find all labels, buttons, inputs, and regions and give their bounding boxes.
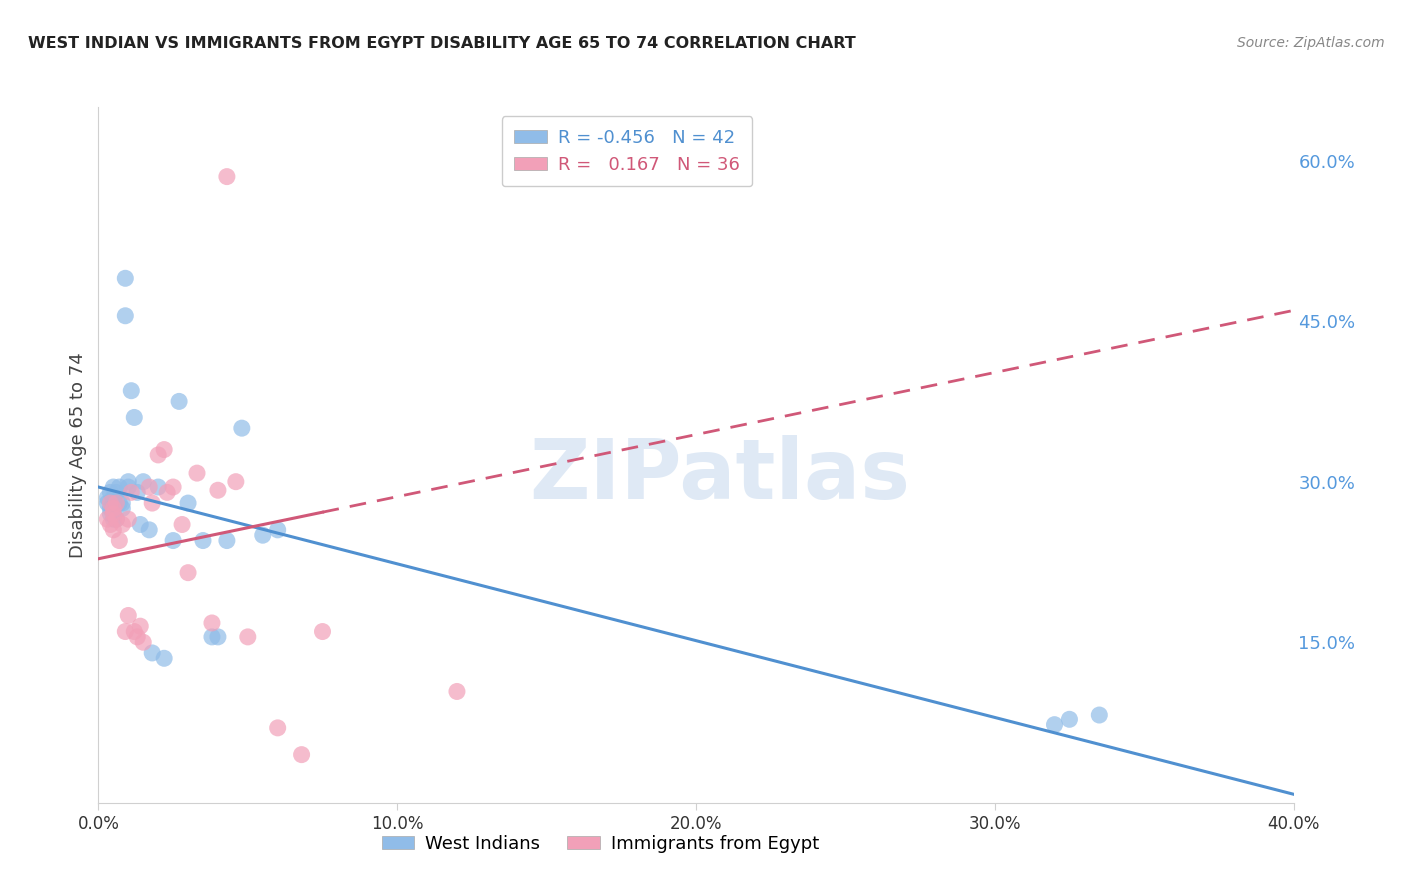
Point: [117, 512, 139, 526]
Point: [96, 496, 118, 510]
Point: [120, 485, 142, 500]
Point: [207, 483, 229, 498]
Point: [103, 501, 125, 516]
Point: [129, 517, 152, 532]
Point: [120, 384, 142, 398]
Y-axis label: Disability Age 65 to 74: Disability Age 65 to 74: [69, 352, 87, 558]
Point: [105, 496, 128, 510]
Point: [105, 512, 128, 526]
Text: WEST INDIAN VS IMMIGRANTS FROM EGYPT DISABILITY AGE 65 TO 74 CORRELATION CHART: WEST INDIAN VS IMMIGRANTS FROM EGYPT DIS…: [28, 36, 856, 51]
Point: [153, 651, 176, 665]
Point: [103, 523, 125, 537]
Point: [108, 480, 131, 494]
Point: [267, 523, 290, 537]
Point: [105, 485, 128, 500]
Point: [103, 480, 125, 494]
Point: [138, 480, 160, 494]
Point: [167, 394, 190, 409]
Point: [141, 496, 163, 510]
Point: [215, 169, 238, 184]
Point: [127, 485, 149, 500]
Point: [111, 517, 134, 532]
Point: [207, 630, 229, 644]
Point: [236, 630, 259, 644]
Text: ZIPatlas: ZIPatlas: [530, 435, 910, 516]
Point: [177, 566, 200, 580]
Point: [103, 501, 125, 516]
Point: [162, 533, 184, 548]
Point: [111, 501, 134, 516]
Point: [162, 480, 184, 494]
Point: [103, 496, 125, 510]
Point: [132, 475, 155, 489]
Point: [311, 624, 333, 639]
Point: [98, 485, 122, 500]
Point: [117, 480, 139, 494]
Point: [1059, 712, 1081, 726]
Point: [138, 523, 160, 537]
Point: [114, 271, 136, 285]
Point: [117, 475, 139, 489]
Point: [132, 635, 155, 649]
Point: [148, 480, 170, 494]
Point: [96, 512, 118, 526]
Point: [105, 512, 128, 526]
Point: [129, 619, 152, 633]
Point: [98, 501, 122, 516]
Point: [148, 448, 170, 462]
Point: [103, 512, 125, 526]
Point: [111, 496, 134, 510]
Point: [153, 442, 176, 457]
Point: [108, 496, 131, 510]
Point: [215, 533, 238, 548]
Point: [252, 528, 274, 542]
Point: [186, 466, 208, 480]
Point: [103, 491, 125, 505]
Point: [117, 608, 139, 623]
Point: [108, 533, 131, 548]
Point: [103, 507, 125, 521]
Point: [124, 624, 146, 639]
Point: [446, 684, 468, 698]
Point: [201, 630, 224, 644]
Point: [267, 721, 290, 735]
Point: [1088, 708, 1111, 723]
Point: [177, 496, 200, 510]
Point: [1043, 717, 1066, 731]
Point: [98, 496, 122, 510]
Point: [127, 630, 149, 644]
Point: [201, 615, 224, 630]
Point: [141, 646, 163, 660]
Point: [98, 517, 122, 532]
Point: [114, 309, 136, 323]
Point: [96, 491, 118, 505]
Point: [156, 485, 179, 500]
Point: [191, 533, 214, 548]
Legend: West Indians, Immigrants from Egypt: West Indians, Immigrants from Egypt: [374, 828, 827, 860]
Point: [291, 747, 314, 762]
Text: Source: ZipAtlas.com: Source: ZipAtlas.com: [1237, 36, 1385, 50]
Point: [98, 507, 122, 521]
Point: [124, 410, 146, 425]
Point: [114, 624, 136, 639]
Point: [225, 475, 247, 489]
Point: [231, 421, 253, 435]
Point: [172, 517, 194, 532]
